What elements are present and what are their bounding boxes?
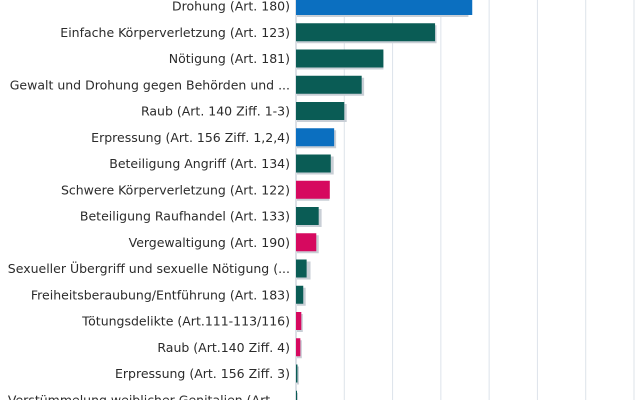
bar[interactable] xyxy=(296,0,473,15)
category-label: Beteiligung Raufhandel (Art. 133) xyxy=(80,209,290,224)
comparison-bar xyxy=(297,392,298,404)
bar[interactable] xyxy=(296,75,362,94)
grid-layer xyxy=(295,0,635,400)
category-label: Raub (Art. 140 Ziff. 1-3) xyxy=(141,104,290,119)
category-label: Verstümmelung weiblicher Genitalien (Art… xyxy=(8,392,290,400)
bar[interactable] xyxy=(296,233,317,252)
category-label: Schwere Körperverletzung (Art. 122) xyxy=(61,182,290,197)
bar[interactable] xyxy=(296,49,384,68)
bar[interactable] xyxy=(296,390,297,404)
bar[interactable] xyxy=(296,102,345,120)
bars-layer xyxy=(296,0,473,404)
category-labels: Drohung (Art. 180) Einfache Körperverletz… xyxy=(8,0,290,404)
category-label: Gewalt und Drohung gegen Behörden und ..… xyxy=(10,77,290,92)
bar[interactable] xyxy=(296,338,301,357)
comparison-bar xyxy=(297,366,299,385)
bar[interactable] xyxy=(296,259,307,278)
category-label: Beteiligung Angriff (Art. 134) xyxy=(109,156,290,171)
bar[interactable] xyxy=(296,312,302,330)
category-label: Nötigung (Art. 181) xyxy=(169,51,290,66)
bar[interactable] xyxy=(296,285,304,304)
bar[interactable] xyxy=(296,23,436,42)
category-label: Tötungsdelikte (Art.111-113/116) xyxy=(81,314,290,329)
category-label: Erpressung (Art. 156 Ziff. 3) xyxy=(115,366,290,381)
bar[interactable] xyxy=(296,154,331,173)
category-label: Drohung (Art. 180) xyxy=(172,0,290,14)
category-label: Erpressung (Art. 156 Ziff. 1,2,4) xyxy=(91,130,290,145)
bar[interactable] xyxy=(296,207,319,225)
category-label: Freiheitsberaubung/Entführung (Art. 183) xyxy=(31,287,290,302)
category-label: Raub (Art.140 Ziff. 4) xyxy=(157,340,290,355)
category-label: Sexueller Übergriff und sexuelle Nötigun… xyxy=(8,260,290,276)
category-label: Vergewaltigung (Art. 190) xyxy=(129,235,290,250)
bar[interactable] xyxy=(296,128,335,147)
bar[interactable] xyxy=(296,180,330,199)
category-label: Einfache Körperverletzung (Art. 123) xyxy=(60,25,290,40)
bar[interactable] xyxy=(296,364,298,383)
